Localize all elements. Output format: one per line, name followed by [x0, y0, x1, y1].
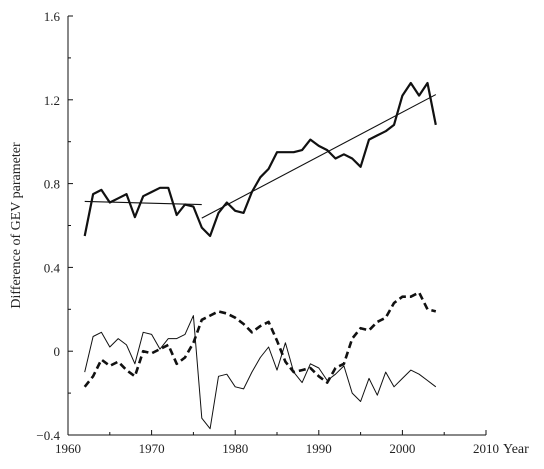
y-tick-label: −0.4 [36, 428, 60, 443]
x-axis-title: Year [503, 442, 529, 457]
x-tick-label: 1980 [222, 441, 248, 456]
x-tick-label: 2000 [389, 441, 415, 456]
y-tick-label: 0.4 [44, 260, 61, 275]
series-line-thick-dashed [83, 291, 437, 388]
x-ticks: 1960 1970 1980 1990 2000 2010 [55, 430, 499, 456]
y-ticks: −0.4 0 0.4 0.8 1.2 1.6 [36, 9, 73, 443]
x-tick-label: 2010 [473, 441, 499, 456]
y-tick-label: 0 [54, 344, 61, 359]
x-tick-label: 1990 [306, 441, 332, 456]
trend-layer [84, 94, 437, 219]
trend-line [84, 200, 202, 206]
y-axis-title: Difference of GEV parameter [9, 142, 24, 309]
series-line-thin-solid [84, 315, 437, 430]
series-line-thick-solid [83, 81, 437, 238]
y-tick-label: 1.2 [44, 93, 60, 108]
x-tick-label: 1970 [139, 441, 165, 456]
series-layer [83, 81, 437, 430]
trend-line [201, 94, 437, 219]
x-tick-label: 1960 [55, 441, 81, 456]
y-tick-label: 1.6 [44, 9, 61, 24]
y-tick-label: 0.8 [44, 177, 60, 192]
